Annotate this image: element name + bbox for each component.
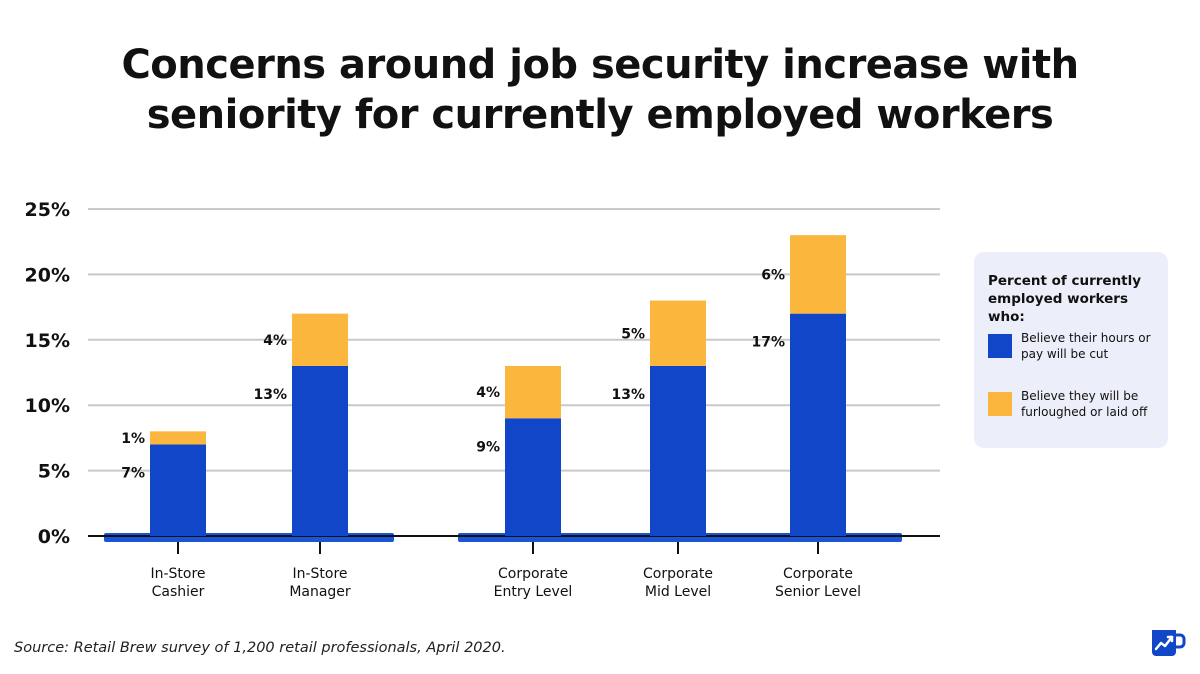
x-tick-label: In-Store <box>150 566 205 582</box>
y-tick-label: 5% <box>38 461 70 483</box>
data-label-hours-cut: 7% <box>121 465 145 481</box>
x-tick-label: In-Store <box>292 566 347 582</box>
data-label-furloughed: 1% <box>121 431 145 447</box>
x-tick-label: Manager <box>289 584 351 600</box>
legend-label: Believe they will be furloughed or laid … <box>1021 389 1148 419</box>
data-label-hours-cut: 17% <box>751 335 785 351</box>
y-tick-label: 25% <box>25 199 70 221</box>
legend-item-furloughed: Believe they will be furloughed or laid … <box>988 388 1163 428</box>
bar-hours-cut <box>650 365 706 536</box>
bar-furloughed <box>150 431 206 445</box>
data-label-hours-cut: 9% <box>476 439 500 455</box>
bar-furloughed <box>650 300 706 366</box>
bar-hours-cut <box>292 365 348 536</box>
bar-furloughed <box>292 313 348 366</box>
data-label-furloughed: 5% <box>621 326 645 342</box>
x-tick-label: Corporate <box>498 566 568 582</box>
data-label-hours-cut: 13% <box>253 387 287 403</box>
y-tick-label: 0% <box>38 526 70 548</box>
bar-hours-cut <box>790 313 846 536</box>
baseline-platform <box>104 533 394 542</box>
y-tick-label: 10% <box>25 395 70 417</box>
x-tick-label: Cashier <box>152 584 205 600</box>
source-note: Source: Retail Brew survey of 1,200 reta… <box>14 640 506 656</box>
bar-furloughed <box>505 365 561 419</box>
data-label-furloughed: 6% <box>761 267 785 283</box>
legend-swatch-blue <box>988 334 1012 358</box>
y-tick-label: 20% <box>25 264 70 286</box>
legend-title: Percent of currently employed workers wh… <box>988 273 1142 325</box>
chart-title-line-1: Concerns around job security increase wi… <box>121 42 1079 88</box>
data-label-furloughed: 4% <box>476 385 500 401</box>
data-label-furloughed: 4% <box>263 333 287 349</box>
x-tick-label: Mid Level <box>645 584 711 600</box>
y-tick-label: 15% <box>25 330 70 352</box>
bar-hours-cut <box>505 418 561 536</box>
x-tick-label: Corporate <box>783 566 853 582</box>
chart-title: Concerns around job security increase wi… <box>0 40 1200 140</box>
legend-label: Believe their hours or pay will be cut <box>1021 331 1151 361</box>
chart-title-line-2: seniority for currently employed workers <box>146 92 1054 138</box>
bar-hours-cut <box>150 444 206 536</box>
legend-item-hours-cut: Believe their hours or pay will be cut <box>988 330 1163 370</box>
legend: Percent of currently employed workers wh… <box>974 252 1168 448</box>
bar-furloughed <box>790 235 846 314</box>
coffee-mug-chart-icon <box>1152 630 1186 656</box>
x-tick-label: Entry Level <box>494 584 573 600</box>
x-tick-label: Senior Level <box>775 584 861 600</box>
x-tick-label: Corporate <box>643 566 713 582</box>
data-label-hours-cut: 13% <box>611 387 645 403</box>
legend-swatch-orange <box>988 392 1012 416</box>
